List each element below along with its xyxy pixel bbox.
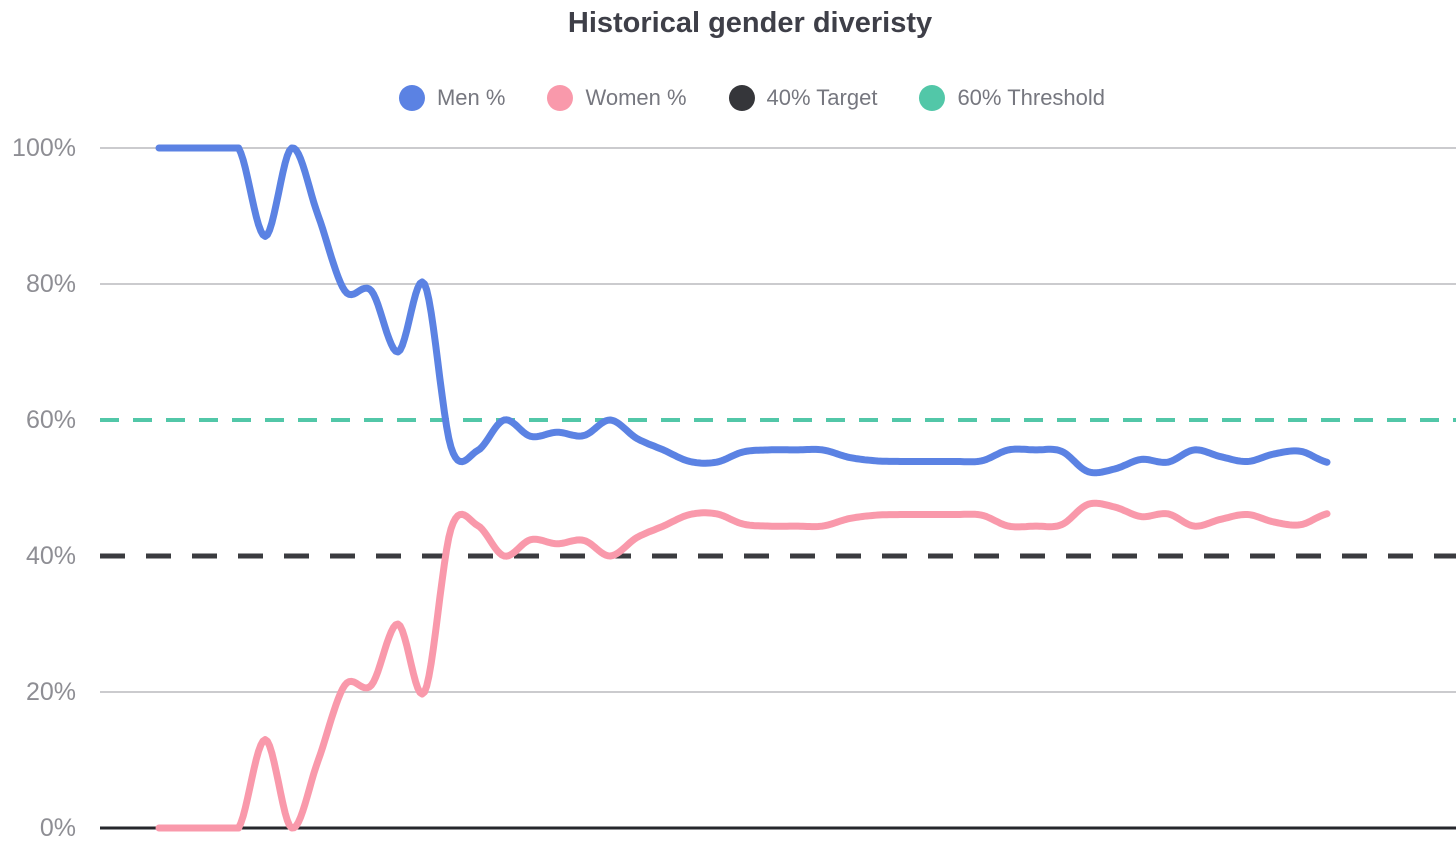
legend-item-60-threshold[interactable]: 60% Threshold: [919, 85, 1105, 111]
chart-title: Historical gender diveristy: [567, 7, 933, 39]
legend-item-women[interactable]: Women %: [547, 85, 687, 111]
legend-dot-icon: [728, 85, 755, 111]
y-axis-label-100: 100%: [12, 134, 76, 162]
series-women-line: [155, 499, 1331, 832]
legend-item-label: 60% Threshold: [957, 85, 1106, 110]
y-axis-label-20: 20%: [25, 678, 76, 706]
legend-item-label: 40% Target: [766, 85, 878, 110]
legend-dot-icon: [547, 85, 574, 111]
legend-item-men[interactable]: Men %: [398, 85, 506, 111]
y-axis-label-80: 80%: [25, 270, 76, 298]
legend-dot-icon: [919, 85, 946, 111]
y-axis-label-0: 0%: [39, 814, 76, 842]
legend: Men % Women % 40% Target 60% Threshold: [398, 85, 1105, 111]
legend-item-label: Women %: [585, 85, 687, 110]
y-axis-label-60: 60%: [25, 406, 76, 434]
series-men-line: [155, 144, 1331, 477]
y-axis-label-40: 40%: [25, 542, 76, 570]
legend-item-40-target[interactable]: 40% Target: [728, 85, 878, 111]
legend-dot-icon: [398, 85, 425, 111]
legend-item-label: Men %: [436, 85, 506, 110]
